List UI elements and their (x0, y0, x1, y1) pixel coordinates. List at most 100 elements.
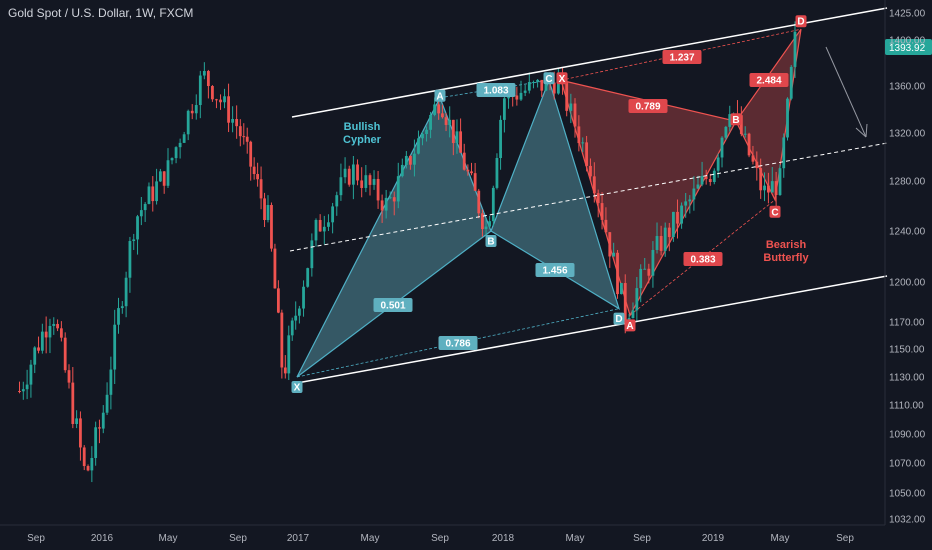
candle-body (429, 114, 432, 130)
candle-body (417, 138, 420, 154)
candle-body (392, 197, 396, 202)
candle-body (376, 178, 380, 201)
candle-body (515, 95, 519, 100)
candle-body (306, 268, 310, 287)
candle-body (631, 310, 635, 319)
bearish-butterfly-label-line: Bearish (766, 239, 807, 251)
butterfly-ratio-xd (662, 50, 702, 64)
cypher-point-b-text: B (487, 237, 494, 248)
candle-body (143, 203, 147, 211)
y-tick-label: 1070.00 (889, 459, 926, 470)
pattern-labels: X A B C D X A B C D 0.501 1.083 1.456 0.786 0.789 0.383… (291, 15, 809, 394)
candle-body (459, 131, 462, 153)
candle-body (774, 181, 778, 195)
candle-body (280, 312, 284, 368)
cypher-ratio-bd (535, 263, 575, 277)
cypher-point-x-text: X (294, 383, 301, 394)
y-tick-label: 1110.00 (889, 401, 924, 412)
butterfly-point-a (624, 319, 636, 332)
x-tick-label: Sep (229, 533, 247, 544)
candle-body (343, 168, 347, 178)
butterfly-ratio-bd-text: 2.484 (756, 76, 781, 87)
candle-body (33, 347, 37, 365)
candle-body (128, 241, 132, 278)
candle-body (206, 71, 210, 87)
candle-body (651, 249, 655, 276)
butterfly-ratio-xb-text: 0.789 (635, 102, 660, 113)
candle-body (339, 177, 343, 196)
candle-body (276, 288, 280, 313)
butterfly-point-c-text: C (771, 207, 778, 218)
candle-body (499, 119, 502, 158)
candle-body (37, 347, 40, 351)
candle-body (294, 315, 298, 321)
channel-mid-line (289, 142, 888, 252)
candle-body (215, 99, 218, 101)
candle-body (124, 277, 128, 307)
candle-body (21, 389, 25, 392)
candle-body (589, 165, 592, 177)
candle-body (455, 131, 459, 144)
candle-body (94, 427, 98, 458)
bullish-cypher-label-line: Cypher (343, 134, 382, 146)
y-tick-label: 1280.00 (889, 177, 926, 188)
candle-body (256, 174, 260, 180)
candle-body (29, 364, 33, 385)
candle-body (252, 166, 256, 175)
candle-body (82, 447, 86, 467)
candle-body (147, 186, 151, 204)
candle-body (242, 136, 246, 138)
candle-body (532, 81, 535, 83)
candle-body (770, 181, 774, 193)
candle-body (351, 164, 355, 185)
candle-body (552, 82, 556, 94)
y-tick-label: 1400.00 (889, 36, 926, 47)
cypher-ratio-xb-text: 0.501 (380, 301, 405, 312)
y-tick-label: 1240.00 (889, 227, 926, 238)
candle-body (380, 200, 384, 211)
channel-upper-line (291, 7, 888, 118)
cypher-point-d (613, 312, 625, 325)
candle-body (433, 104, 437, 115)
projection-arrow-head (855, 123, 868, 138)
candle-body (227, 96, 230, 123)
candle-body (747, 133, 751, 156)
candle-body (67, 370, 71, 383)
candle-body (25, 384, 29, 390)
butterfly-point-x-text: X (559, 74, 566, 85)
candle-body (174, 147, 178, 159)
candle-body (643, 268, 647, 270)
y-tick-label: 1130.00 (889, 373, 925, 384)
candle-body (151, 186, 155, 202)
butterfly-ratio-xb (628, 99, 668, 113)
cypher-ratio-ac (476, 83, 516, 97)
candle-body (266, 205, 270, 221)
y-tick-label: 1050.00 (889, 489, 926, 500)
candle-body (421, 133, 424, 139)
candle-body (704, 176, 708, 180)
candle-body (52, 323, 56, 326)
candle-body (786, 98, 789, 138)
candle-body (767, 185, 770, 193)
candle-body (659, 236, 663, 251)
butterfly-point-a-text: A (626, 321, 633, 332)
candle-body (40, 331, 44, 351)
candle-body (523, 90, 527, 93)
cypher-ratio-xd (438, 336, 478, 350)
candle-body (331, 206, 335, 223)
candle-body (322, 226, 326, 232)
candle-body (98, 427, 101, 429)
butterfly-point-d-text: D (797, 17, 804, 28)
candle-body (372, 178, 376, 185)
channel-lines (289, 7, 888, 384)
candle-body (178, 142, 182, 148)
candle-body (186, 110, 190, 135)
candle-body (743, 133, 747, 135)
candle-body (105, 394, 109, 413)
x-tick-label: May (771, 533, 790, 544)
candle-body (470, 171, 473, 174)
cypher-ratio-xb (373, 298, 413, 312)
candle-body (623, 283, 627, 324)
butterfly-ratio-ac (683, 252, 723, 266)
